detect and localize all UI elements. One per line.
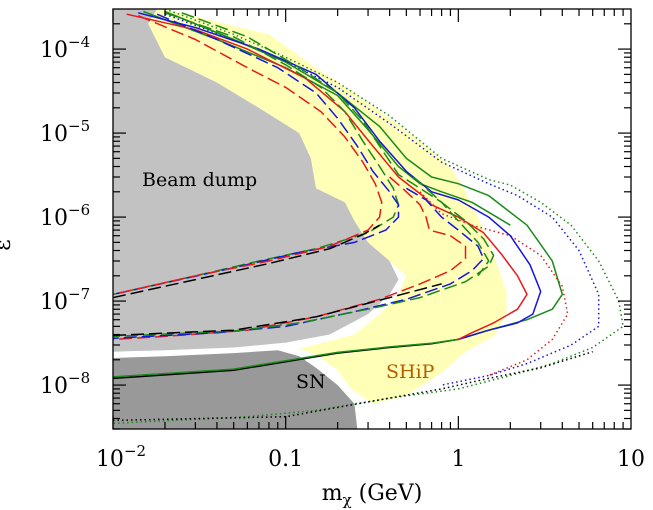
x-axis-chi: χ: [343, 491, 352, 509]
tick-marks: [112, 9, 631, 430]
series-green-dashed-17: [113, 176, 495, 338]
series-lines: [113, 9, 624, 425]
series-green-dashed-10: [181, 12, 490, 277]
series-red-solid-7: [126, 13, 528, 341]
tick-exponent: −6: [68, 201, 90, 219]
series-black-dashed-18: [113, 283, 442, 337]
y-axis-title: ε: [0, 239, 16, 250]
y-tick-label: 10−5: [40, 117, 90, 147]
x-axis-unit: (GeV): [352, 481, 423, 506]
x-axis-m: m: [322, 481, 343, 506]
x-tick-label: 1: [451, 447, 465, 472]
shaded-regions: [113, 9, 507, 429]
series-green-solid-4: [164, 10, 564, 341]
y-tick-label: 10−8: [40, 369, 90, 399]
x-tick-label: 10: [617, 447, 645, 472]
x-tick-label: 0.1: [268, 447, 303, 472]
y-tick-label: 10−7: [40, 285, 90, 315]
series-blue-dashed-16: [113, 187, 485, 340]
region-label-ship: SHiP: [386, 361, 435, 383]
tick-base: 10: [96, 447, 124, 472]
series-green-solid-9: [113, 338, 459, 378]
series-red-dotted-2: [419, 191, 569, 377]
region-label-beam-dump: Beam dump: [142, 169, 257, 191]
x-tick-label: 10−2: [96, 442, 146, 472]
tick-exponent: −8: [68, 369, 90, 387]
tick-exponent: −2: [124, 442, 146, 460]
tick-base: 0.1: [268, 447, 303, 472]
tick-base: 1: [451, 447, 465, 472]
series-black-dashed-14: [113, 224, 380, 299]
region-ship: [148, 9, 507, 404]
series-black-dotted-3: [113, 350, 593, 422]
region-beam-dump: [113, 9, 399, 352]
tick-exponent: −7: [68, 285, 90, 303]
tick-base: 10: [40, 290, 68, 315]
tick-base: 10: [40, 374, 68, 399]
tick-exponent: −5: [68, 117, 90, 135]
x-axis-title: mχ (GeV): [322, 481, 423, 509]
y-tick-label: 10−4: [40, 33, 90, 63]
region-label-sn: SN: [296, 371, 326, 393]
series-green-solid-5: [143, 10, 511, 226]
tick-base: 10: [40, 38, 68, 63]
plot-frame: [112, 8, 632, 430]
tick-base: 10: [617, 447, 645, 472]
tick-base: 10: [40, 206, 68, 231]
series-green-dotted-0: [113, 9, 624, 425]
y-tick-label: 10−6: [40, 201, 90, 231]
tick-exponent: −4: [68, 33, 90, 51]
series-blue-dotted-1: [164, 13, 600, 386]
series-red-dashed-13: [113, 15, 383, 296]
tick-base: 10: [40, 122, 68, 147]
region-sn: [113, 350, 358, 429]
